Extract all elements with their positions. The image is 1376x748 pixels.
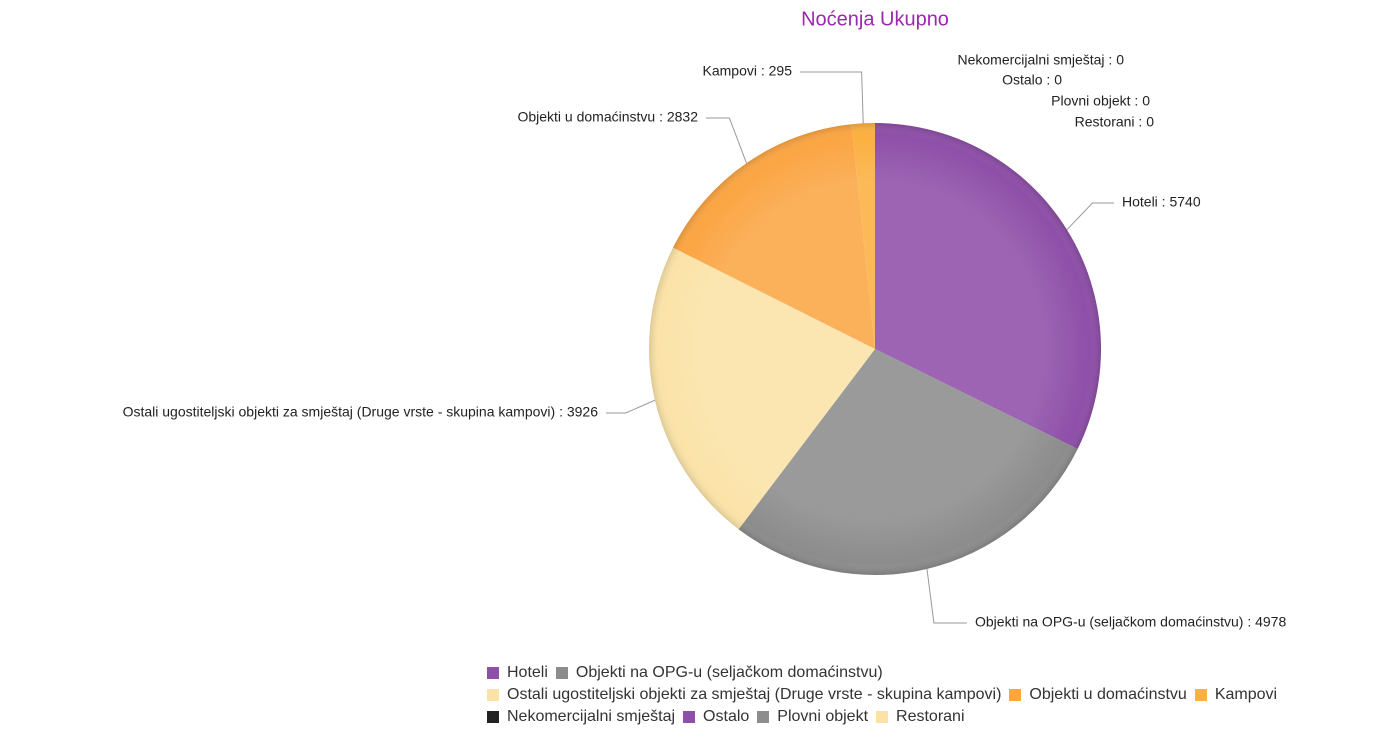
legend-label: Ostali ugostiteljski objekti za smještaj…: [507, 686, 1002, 703]
legend-label: Ostalo: [703, 708, 750, 725]
legend-label: Hoteli: [507, 664, 548, 681]
leader-line: [706, 117, 747, 164]
legend-label: Nekomercijalni smještaj: [507, 708, 676, 725]
data-label: Hoteli : 5740: [1122, 194, 1201, 210]
data-label: Ostalo : 0: [1002, 72, 1062, 88]
legend-label: Kampovi: [1214, 686, 1278, 703]
data-label: Ostali ugostiteljski objekti za smještaj…: [123, 404, 599, 420]
legend-item[interactable]: Ostali ugostiteljski objekti za smještaj…: [487, 684, 1001, 706]
leader-line: [926, 568, 967, 624]
leader-line: [800, 71, 864, 124]
legend-label: Plovni objekt: [777, 708, 869, 725]
legend-swatch: [1194, 689, 1207, 701]
legend-item[interactable]: Restorani: [876, 706, 965, 728]
data-label: Objekti u domaćinstvu : 2832: [517, 109, 698, 125]
data-label: Restorani : 0: [1075, 114, 1155, 130]
data-label: Kampovi : 295: [703, 63, 793, 79]
leader-line: [606, 399, 656, 414]
legend-label: Objekti u domaćinstvu: [1029, 686, 1187, 703]
legend-item[interactable]: Hoteli: [487, 662, 548, 684]
data-label: Plovni objekt : 0: [1051, 93, 1150, 109]
legend: Hoteli Objekti na OPG-u (seljačkom domaći…: [487, 662, 1287, 728]
leader-line: [1066, 202, 1114, 231]
legend-item[interactable]: Ostalo: [683, 706, 749, 728]
legend-swatch: [555, 667, 568, 679]
legend-item[interactable]: Objekti u domaćinstvu: [1009, 684, 1187, 706]
legend-label: Restorani: [896, 708, 965, 725]
legend-swatch: [757, 711, 770, 723]
legend-item[interactable]: Nekomercijalni smještaj: [487, 706, 675, 728]
legend-item[interactable]: Kampovi: [1194, 684, 1278, 706]
chart-title: Noćenja Ukupno: [801, 8, 949, 30]
legend-item[interactable]: Objekti na OPG-u (seljačkom domaćinstvu): [555, 662, 883, 684]
legend-item[interactable]: Plovni objekt: [757, 706, 868, 728]
legend-swatch: [487, 689, 499, 701]
legend-swatch: [683, 711, 696, 723]
legend-label: Objekti na OPG-u (seljačkom domaćinstvu): [575, 664, 883, 681]
chart: Noćenja Ukupno Hoteli : 5740 Objekti na O…: [123, 8, 1287, 630]
data-label: Objekti na OPG-u (seljačkom domaćinstvu)…: [975, 614, 1286, 630]
legend-swatch: [1009, 689, 1022, 701]
legend-swatch: [487, 667, 499, 679]
legend-swatch: [487, 711, 499, 723]
legend-swatch: [876, 711, 889, 723]
data-label: Nekomercijalni smještaj : 0: [958, 52, 1125, 68]
